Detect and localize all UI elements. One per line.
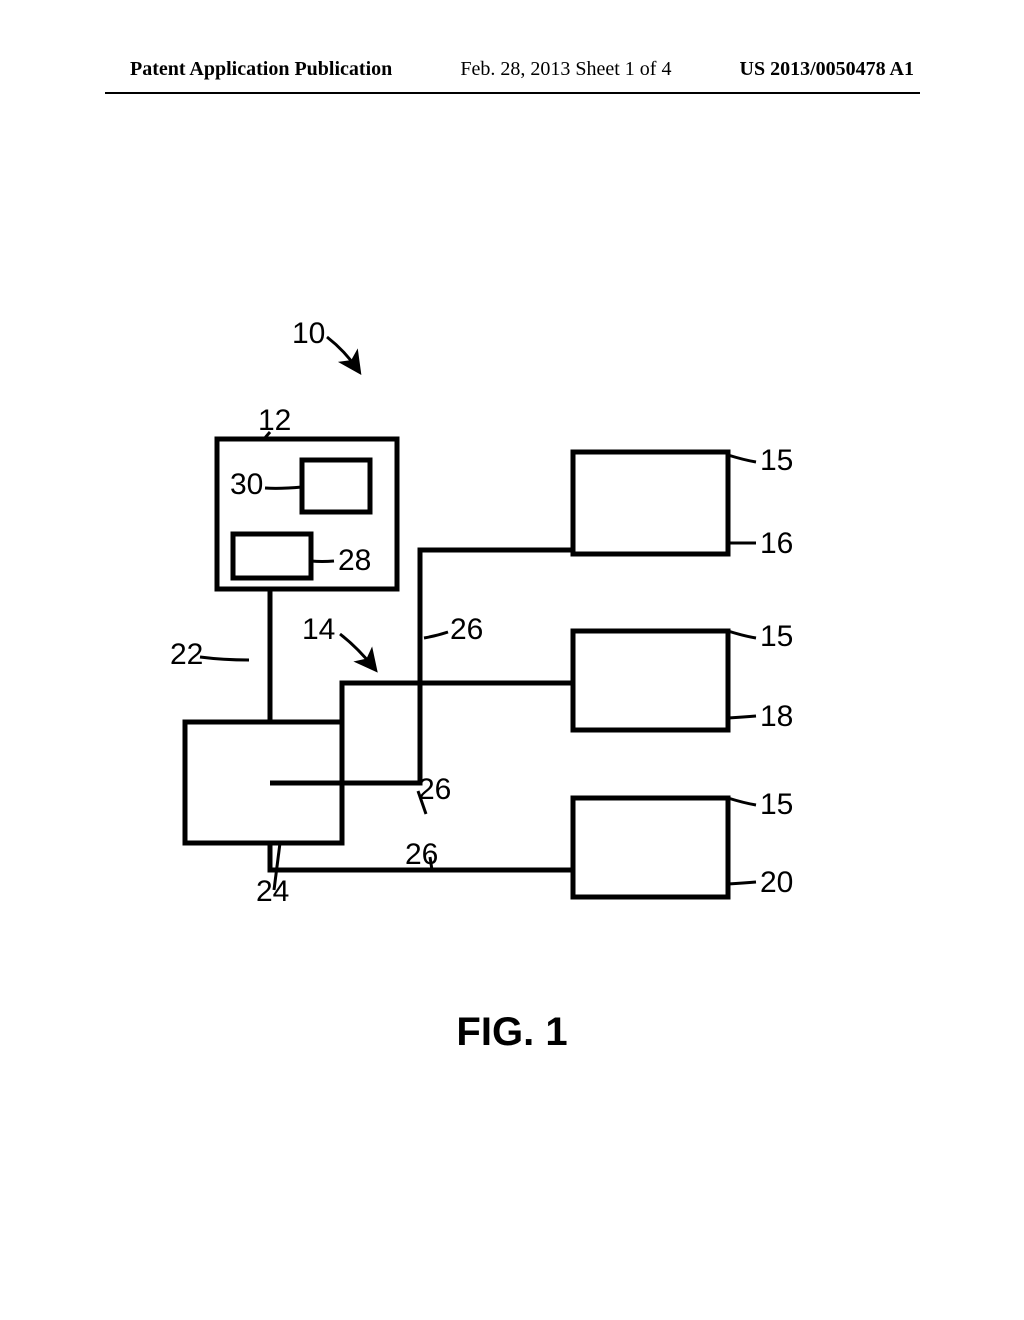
connector-3 [342,683,573,750]
ref-numeral-12-1: 12 [258,404,291,438]
block-b28 [233,534,311,578]
lead-line-15 [728,882,756,884]
block-b30 [302,460,370,512]
ref-numeral-16-11: 16 [760,527,793,561]
lead-line-3 [311,561,334,562]
ref-numeral-26-7: 26 [418,773,451,807]
lead-line-4 [340,634,374,668]
ref-numeral-15-12: 15 [760,620,793,654]
lead-line-5 [200,657,249,660]
lead-line-12 [728,631,756,638]
lead-line-6 [424,632,448,638]
block-b18 [573,631,728,730]
ref-numeral-15-10: 15 [760,444,793,478]
figure-label: FIG. 1 [456,1010,567,1055]
ref-numeral-15-14: 15 [760,788,793,822]
ref-numeral-28-3: 28 [338,544,371,578]
block-b20 [573,798,728,897]
ref-numeral-10-0: 10 [292,317,325,351]
ref-numeral-26-6: 26 [450,613,483,647]
lead-line-10 [728,455,756,462]
lead-line-0 [327,337,358,370]
lead-line-2 [265,487,302,488]
patent-figure-svg [0,0,1024,1320]
ref-numeral-20-15: 20 [760,866,793,900]
connector-2 [270,550,573,783]
ref-numeral-18-13: 18 [760,700,793,734]
block-b16 [573,452,728,554]
lead-line-14 [728,798,756,805]
ref-numeral-30-2: 30 [230,468,263,502]
ref-numeral-24-9: 24 [256,875,289,909]
ref-numeral-22-5: 22 [170,638,203,672]
ref-numeral-14-4: 14 [302,613,335,647]
ref-numeral-26-8: 26 [405,838,438,872]
lead-line-13 [728,716,756,718]
